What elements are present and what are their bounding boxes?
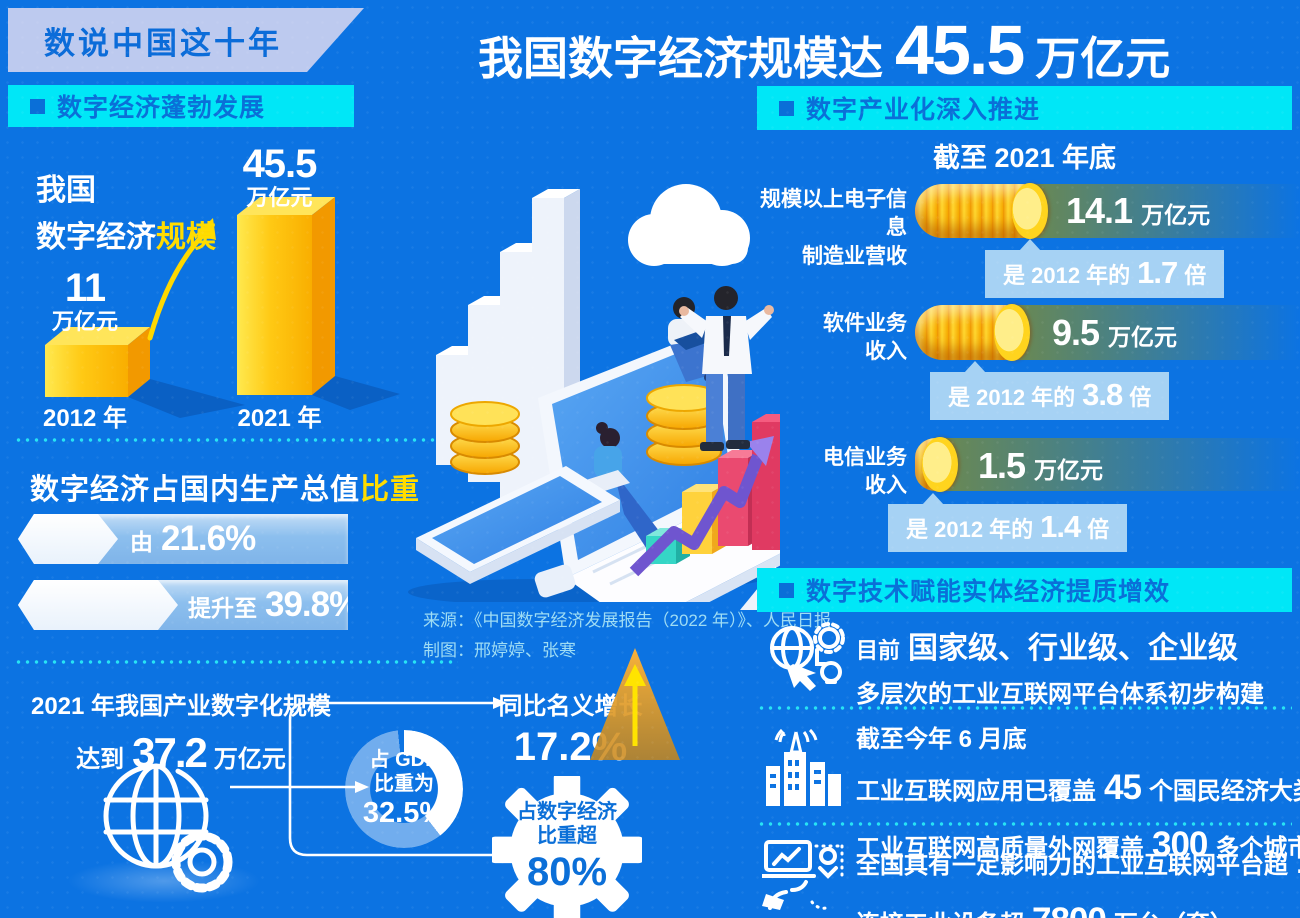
growth-arrow-triangle [590, 648, 680, 760]
source-line: 来源：《中国数字经济发展报告（2022 年）》、人民日报 [423, 611, 832, 630]
color-bar-chart [629, 414, 780, 577]
center-illustration [408, 184, 780, 602]
gdp-donut-text: 占 GDP 比重为 32.5% [362, 749, 446, 829]
chart-label: 我国 数字经济规模 [36, 168, 216, 261]
series-badge-label: 数说中国这十年 [44, 25, 282, 61]
coin-face [1012, 183, 1048, 239]
gold-bar-chart [45, 197, 400, 418]
section-header-label: 数字经济蓬勃发展 [57, 94, 266, 122]
ratio-bar-fill [18, 514, 118, 564]
coin-row-label: 软件业务 收入 [823, 312, 907, 364]
bar-year-2012: 2012 年 [42, 405, 128, 432]
chart-label-highlight: 规模 [156, 220, 216, 254]
series-badge: 数说中国这十年 [8, 8, 364, 72]
coin-face [994, 304, 1030, 361]
tech-item-platform-count: 全国具有一定影响力的工业互联网平台超 150 家 连接工业设备超 7800 万台… [856, 842, 1300, 918]
ratio-bar-2021: 提升至 39.8% [18, 580, 348, 630]
coin-row-value: 14.1 万亿元 [1066, 190, 1211, 231]
source-credit: 来源：《中国数字经济发展报告（2022 年）》、人民日报 制图：邢婷婷、张寒 [423, 606, 831, 666]
coin-stack-right [646, 384, 722, 466]
section-header-label: 数字技术赋能实体经济提质增效 [806, 578, 1171, 606]
coin-face [922, 437, 958, 492]
dotted-divider [14, 660, 458, 664]
tech-item-platforms: 目前 国家级、行业级、企业级 多层次的工业互联网平台体系初步构建 [856, 632, 1264, 708]
coin-row-label: 规模以上电子信息 制造业营收 [760, 188, 907, 268]
tech-item-coverage: 截至今年 6 月底 工业互联网应用已覆盖 45 个国民经济大类 工业互联网高质量… [856, 726, 1300, 864]
value-strip [945, 438, 1300, 491]
title-unit: 万亿元 [1035, 33, 1171, 84]
standing-businessman [679, 286, 774, 451]
coin-row-label: 电信业务 收入 [823, 446, 907, 498]
section-header-digital-industrialization: 数字产业化深入推进 [757, 86, 1292, 130]
comparison-note: 是 2012 年的 1.7 倍 [985, 239, 1225, 298]
value-strip [1018, 305, 1300, 360]
cloud-icon [628, 184, 750, 266]
section-header-digital-tech: 数字技术赋能实体经济提质增效 [757, 568, 1292, 612]
globe-gear-icon [103, 763, 233, 893]
comparison-note: 是 2012 年的 1.4 倍 [888, 493, 1128, 552]
gdp-donut-ring [345, 730, 463, 848]
gear-shape [492, 776, 642, 918]
bar-value-2012: 11 万亿元 [51, 266, 118, 334]
gear-text: 占数字经济 比重超 80% [517, 801, 617, 894]
square-bullet-icon [779, 582, 794, 598]
ratio-bar-2012: 由 21.6% [18, 514, 348, 564]
platform-globe-gear-icon [770, 622, 845, 691]
ratio-bar-fill [18, 580, 178, 630]
bar-value-2021: 45.5 万亿元 [242, 142, 318, 210]
square-bullet-icon [30, 98, 45, 114]
section-header-digital-economy: 数字经济蓬勃发展 [8, 85, 354, 127]
title-text: 我国数字经济规模达 [478, 33, 884, 84]
laptop-robot-arm-icon [762, 840, 844, 910]
right-subtitle: 截至 2021 年底 [932, 143, 1117, 173]
coin-cylinder [915, 183, 1048, 239]
industry-digitalization-text: 2021 年我国产业数字化规模 达到 37.2 万亿元 [30, 693, 332, 776]
tower-city-icon [766, 728, 841, 806]
value-strip [1035, 184, 1300, 238]
coin-cylinder [915, 437, 958, 492]
smartphone [416, 466, 620, 584]
dotted-divider [757, 822, 1292, 826]
ratio-title: 数字经济占国内生产总值比重 [30, 474, 421, 506]
chart-label-line2: 数字经济 [36, 220, 156, 254]
coin-stack-left [450, 401, 520, 475]
coin-row-value: 9.5 万亿元 [1052, 312, 1178, 353]
coin-cylinder [915, 304, 1030, 361]
comparison-note: 是 2012 年的 3.8 倍 [930, 361, 1170, 420]
dotted-divider [757, 706, 1292, 710]
title-number: 45.5 [895, 11, 1025, 89]
bar-year-2021: 2021 年 [237, 405, 322, 432]
section-header-label: 数字产业化深入推进 [806, 96, 1041, 124]
square-bullet-icon [779, 100, 794, 116]
credit-line: 制图：邢婷婷、张寒 [423, 640, 576, 660]
page-title: 我国数字经济规模达 45.5 万亿元 [478, 10, 1170, 90]
chart-label-line1: 我国 [36, 174, 96, 207]
coin-row-value: 1.5 万亿元 [978, 445, 1104, 486]
dotted-divider [14, 438, 448, 442]
